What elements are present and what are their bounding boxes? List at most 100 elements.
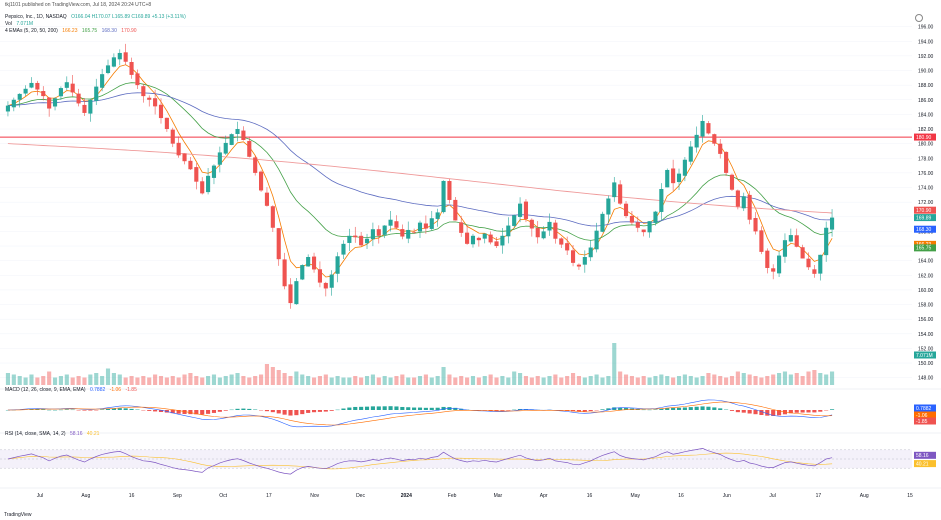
- candle-body: [641, 229, 646, 233]
- volume-bar: [618, 371, 623, 385]
- macd-label[interactable]: MACD (12, 26, close, 9, EMA, EMA): [5, 387, 86, 393]
- candle-body: [800, 247, 805, 259]
- candle-body: [777, 255, 782, 274]
- candle-body: [771, 268, 776, 272]
- volume-bar: [64, 374, 69, 385]
- candle-body: [158, 104, 164, 119]
- macd-histogram-bar: [247, 408, 252, 410]
- volume-bar: [223, 376, 228, 385]
- candle-body: [824, 227, 829, 256]
- candle-body: [376, 229, 381, 236]
- candle-body: [747, 194, 752, 220]
- price-tick-label: 156.00: [918, 317, 934, 323]
- candle-body: [694, 134, 699, 148]
- symbol-title[interactable]: Pepsico, Inc., 1D, NASDAQ: [5, 14, 67, 20]
- gear-icon[interactable]: [915, 14, 923, 22]
- candle-body: [176, 142, 181, 156]
- candle-body: [241, 130, 246, 140]
- ema200-line: [7, 143, 833, 214]
- volume-bar: [435, 376, 440, 385]
- candle-body: [105, 65, 111, 74]
- macd-histogram-bar: [311, 410, 317, 413]
- x-tick-label: Jul: [769, 493, 775, 499]
- rsi-ma-line: [7, 452, 833, 470]
- macd-histogram-bar: [153, 410, 158, 412]
- volume-bar: [276, 370, 281, 385]
- candle-body: [153, 98, 158, 107]
- candle-body: [759, 230, 764, 252]
- macd-histogram-bar: [771, 410, 776, 416]
- volume-bar: [771, 374, 776, 385]
- volume-bar: [52, 377, 58, 385]
- volume-bar: [376, 377, 381, 385]
- volume-bar: [123, 377, 128, 385]
- candle-body: [453, 199, 458, 221]
- volume-bar: [76, 376, 81, 385]
- macd-histogram-bar: [217, 410, 222, 412]
- rsi-label[interactable]: RSI (14, close, SMA, 14, 2): [5, 431, 66, 437]
- candle-body: [388, 219, 393, 226]
- price-tick-label: 150.00: [918, 361, 934, 367]
- price-tick-label: 174.00: [918, 186, 934, 192]
- candle-body: [58, 88, 63, 97]
- volume-bar: [82, 377, 87, 385]
- x-tick-label: Dec: [356, 493, 365, 499]
- volume-bar: [447, 374, 452, 385]
- ohlc-readout: O166.04 H170.07 L165.89 C169.89 +5.13 (+…: [71, 14, 186, 20]
- candle-body: [541, 231, 546, 239]
- price-tick-label: 176.00: [918, 171, 934, 177]
- volume-bar: [665, 376, 670, 385]
- macd-legend: MACD (12, 26, close, 9, EMA, EMA) 0.7882…: [5, 387, 140, 393]
- candle-body: [735, 190, 740, 207]
- volume-bar: [653, 376, 658, 385]
- volume-tag-label: 7.071M: [916, 353, 933, 359]
- x-tick-label: Apr: [540, 493, 548, 499]
- candle-body: [494, 241, 499, 247]
- macd-histogram-bar: [129, 408, 134, 410]
- candle-body: [812, 269, 817, 274]
- volume-bar: [329, 377, 334, 385]
- volume-bar: [429, 377, 434, 385]
- candle-body: [229, 134, 234, 145]
- x-tick-label: May: [631, 493, 641, 499]
- macd-histogram-bar: [117, 408, 122, 410]
- volume-bar: [759, 377, 764, 385]
- macd-histogram-bar: [453, 407, 458, 410]
- candle-body: [370, 229, 375, 240]
- macd-histogram-bar: [741, 410, 746, 413]
- candle-body: [470, 235, 476, 245]
- macd-histogram-bar: [682, 407, 687, 410]
- volume-bar: [735, 371, 740, 385]
- macd-histogram-bar: [329, 410, 334, 411]
- candle-body: [547, 221, 552, 231]
- candle-body: [612, 182, 617, 198]
- x-tick-label: Mar: [494, 493, 503, 499]
- volume-bar: [500, 376, 505, 385]
- volume-bar: [600, 377, 605, 385]
- candle-body: [341, 243, 346, 255]
- price-tick-label: 162.00: [918, 273, 934, 279]
- candle-body: [253, 157, 258, 173]
- volume-bar: [70, 377, 75, 385]
- price-tick-label: 192.00: [918, 54, 934, 60]
- volume-bar: [747, 374, 752, 385]
- price-tick-label: 182.00: [918, 127, 934, 133]
- macd-histogram-bar: [829, 409, 835, 410]
- macd-histogram-bar: [688, 407, 693, 410]
- volume-bar: [229, 374, 234, 385]
- volume-bar: [235, 373, 240, 385]
- volume-bar: [47, 371, 52, 385]
- macd-histogram-bar: [665, 408, 670, 410]
- candle-body: [188, 160, 193, 170]
- ema-label[interactable]: 4 EMAs (5, 20, 50, 200): [5, 28, 58, 34]
- candle-body: [688, 146, 693, 162]
- volume-bar: [465, 377, 470, 385]
- macd-histogram-bar: [223, 410, 228, 411]
- ema200-value: 170.90: [121, 28, 137, 34]
- macd-histogram-bar: [712, 407, 717, 410]
- volume-bar: [117, 374, 122, 385]
- candle-body: [35, 82, 40, 90]
- candle-body: [553, 222, 558, 239]
- tradingview-logo[interactable]: TradingView: [4, 512, 32, 518]
